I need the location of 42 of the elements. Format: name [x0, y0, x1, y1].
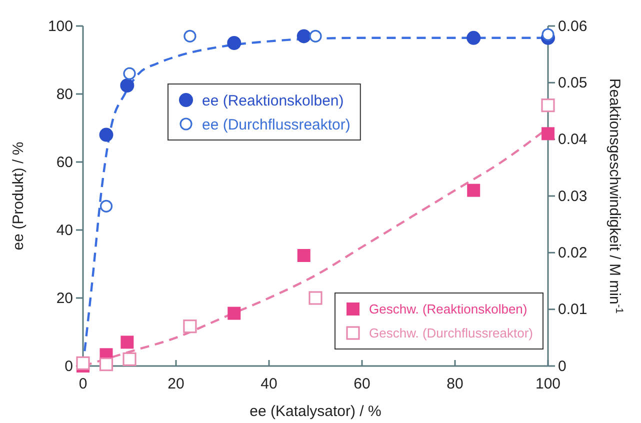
point	[184, 30, 196, 42]
point	[542, 28, 554, 41]
point	[120, 78, 134, 92]
y2-tick-label: 0.06	[558, 18, 588, 35]
x-tick-label: 20	[168, 376, 184, 393]
point	[228, 306, 241, 320]
legend-label: ee (Durchflussreaktor)	[202, 116, 350, 134]
x-tick-label: 100	[535, 376, 561, 393]
y2-tick-label: 0.01	[558, 301, 588, 318]
point	[466, 30, 481, 45]
x-tick-label: 40	[260, 376, 278, 393]
y-tick-label: 100	[48, 18, 73, 35]
x-tick-label: 0	[78, 376, 88, 393]
legend-label: Geschw. (Durchflussreaktor)	[369, 326, 533, 341]
y-tick-label: 80	[56, 86, 73, 103]
y-tick-label: 20	[56, 290, 73, 307]
point	[100, 200, 113, 212]
y2-tick-label: 0	[558, 358, 566, 375]
y2-tick-label: 0.04	[558, 131, 588, 148]
point	[99, 358, 114, 372]
point	[120, 336, 134, 349]
y-tick-label: 40	[56, 222, 73, 239]
y-axis-title: ee (Produkt) / %	[10, 142, 27, 250]
point	[541, 98, 555, 112]
y2-tick-label: 0.02	[558, 244, 588, 262]
legend-label: Geschw. (Reaktionskolben)	[369, 302, 528, 317]
point	[123, 67, 136, 80]
x-axis-title: ee (Katalysator) / %	[250, 403, 382, 420]
point	[227, 36, 242, 50]
point	[99, 128, 114, 142]
y2-tick-label: 0.05	[558, 74, 588, 92]
legend-label: ee (Reaktionskolben)	[202, 92, 344, 110]
y-tick-label: 0	[64, 358, 73, 375]
point	[467, 184, 480, 197]
point	[297, 249, 310, 262]
x-tick-label: 80	[446, 376, 464, 393]
point	[542, 127, 554, 140]
y2-tick-label: 0.03	[558, 188, 588, 205]
x-tick-label: 60	[354, 376, 370, 393]
point	[296, 29, 311, 44]
y-tick-label: 60	[56, 154, 73, 171]
point	[309, 30, 322, 42]
